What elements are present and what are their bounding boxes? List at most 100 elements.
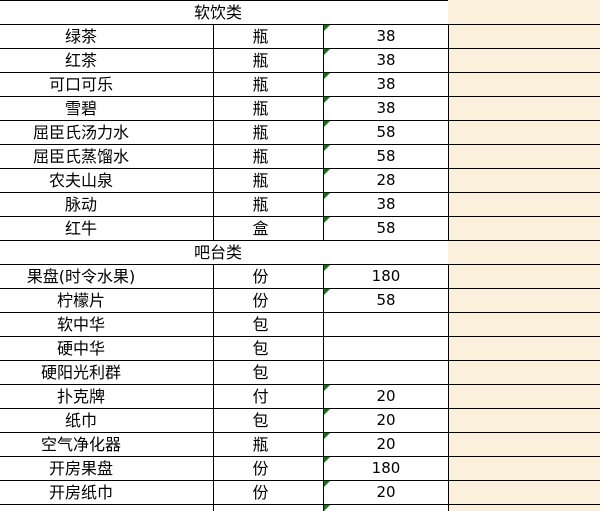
section-header-cell[interactable]: 吧台类 bbox=[0, 241, 448, 265]
highlight-cell[interactable] bbox=[448, 337, 600, 361]
item-unit-cell[interactable]: 瓶 bbox=[213, 97, 323, 121]
item-unit-cell[interactable]: 份 bbox=[213, 481, 323, 505]
highlight-cell[interactable] bbox=[448, 433, 600, 457]
item-price-cell[interactable]: 20 bbox=[323, 409, 448, 433]
table-row: 硬中华包 bbox=[0, 337, 600, 361]
item-price-cell[interactable]: 20 bbox=[323, 481, 448, 505]
item-name-cell[interactable]: 硬中华 bbox=[0, 337, 213, 361]
table-row: 开房果盘份 180 bbox=[0, 457, 600, 481]
section-header-cell[interactable]: 软饮类 bbox=[0, 0, 448, 25]
item-unit-cell[interactable]: 包 bbox=[213, 313, 323, 337]
item-unit-cell[interactable]: 瓶 bbox=[213, 25, 323, 49]
highlight-cell[interactable] bbox=[448, 121, 600, 145]
error-indicator-icon bbox=[324, 217, 330, 223]
item-price-cell[interactable]: 38 bbox=[323, 193, 448, 217]
item-unit-cell[interactable]: 份 bbox=[213, 289, 323, 313]
highlight-cell[interactable] bbox=[448, 481, 600, 505]
item-price-cell[interactable] bbox=[323, 337, 448, 361]
item-price-cell[interactable]: 58 bbox=[323, 289, 448, 313]
item-unit-cell[interactable]: 瓶 bbox=[213, 193, 323, 217]
item-name-cell[interactable]: 屈臣氏蒸馏水 bbox=[0, 145, 213, 169]
item-price-cell[interactable]: 180 bbox=[323, 457, 448, 481]
table-row: 开房纸巾份 20 bbox=[0, 481, 600, 505]
table-row: 扑克牌付 20 bbox=[0, 385, 600, 409]
item-name-cell[interactable]: 空气净化器 bbox=[0, 433, 213, 457]
item-price-cell[interactable] bbox=[323, 505, 448, 511]
item-name-cell[interactable]: 软中华 bbox=[0, 313, 213, 337]
item-name-cell[interactable]: 红茶 bbox=[0, 49, 213, 73]
item-unit-cell[interactable]: 份 bbox=[213, 457, 323, 481]
item-unit-cell[interactable]: 盒 bbox=[213, 217, 323, 241]
item-name-cell[interactable] bbox=[0, 505, 213, 511]
error-indicator-icon bbox=[324, 121, 330, 127]
item-name-cell[interactable]: 脉动 bbox=[0, 193, 213, 217]
item-unit-cell[interactable]: 瓶 bbox=[213, 121, 323, 145]
item-name-cell[interactable]: 绿茶 bbox=[0, 25, 213, 49]
item-price-cell[interactable]: 38 bbox=[323, 25, 448, 49]
item-name-cell[interactable]: 开房纸巾 bbox=[0, 481, 213, 505]
error-indicator-icon bbox=[324, 457, 330, 463]
item-unit-cell[interactable]: 瓶 bbox=[213, 169, 323, 193]
partial-bottom-row bbox=[0, 505, 600, 511]
item-name-cell[interactable]: 可口可乐 bbox=[0, 73, 213, 97]
item-name-cell[interactable]: 柠檬片 bbox=[0, 289, 213, 313]
item-unit-cell[interactable]: 瓶 bbox=[213, 49, 323, 73]
table-row: 可口可乐瓶 38 bbox=[0, 73, 600, 97]
highlight-cell[interactable] bbox=[448, 409, 600, 433]
item-price-cell[interactable]: 180 bbox=[323, 265, 448, 289]
item-price-cell[interactable]: 20 bbox=[323, 385, 448, 409]
item-unit-cell[interactable]: 瓶 bbox=[213, 145, 323, 169]
highlight-cell[interactable] bbox=[448, 289, 600, 313]
error-indicator-icon bbox=[324, 409, 330, 415]
item-unit-cell[interactable]: 份 bbox=[213, 265, 323, 289]
item-name-cell[interactable]: 硬阳光利群 bbox=[0, 361, 213, 385]
item-name-cell[interactable]: 雪碧 bbox=[0, 97, 213, 121]
item-price-cell[interactable]: 58 bbox=[323, 217, 448, 241]
item-unit-cell[interactable]: 瓶 bbox=[213, 73, 323, 97]
highlight-cell[interactable] bbox=[448, 457, 600, 481]
item-price-cell[interactable] bbox=[323, 361, 448, 385]
item-name-cell[interactable]: 红牛 bbox=[0, 217, 213, 241]
item-unit-cell[interactable]: 瓶 bbox=[213, 433, 323, 457]
item-unit-cell[interactable]: 包 bbox=[213, 409, 323, 433]
table-row: 屈臣氏蒸馏水瓶 58 bbox=[0, 145, 600, 169]
table-row: 绿茶瓶 38 bbox=[0, 25, 600, 49]
item-unit-cell[interactable]: 包 bbox=[213, 337, 323, 361]
highlight-cell[interactable] bbox=[448, 49, 600, 73]
item-price-cell[interactable]: 38 bbox=[323, 97, 448, 121]
highlight-cell[interactable] bbox=[448, 313, 600, 337]
highlight-cell[interactable] bbox=[448, 97, 600, 121]
highlight-cell[interactable] bbox=[448, 217, 600, 241]
item-price-cell[interactable]: 38 bbox=[323, 73, 448, 97]
highlight-cell[interactable] bbox=[448, 361, 600, 385]
highlight-cell[interactable] bbox=[448, 25, 600, 49]
item-price-cell[interactable]: 58 bbox=[323, 145, 448, 169]
item-unit-cell[interactable] bbox=[213, 505, 323, 511]
item-price-cell[interactable]: 38 bbox=[323, 49, 448, 73]
item-price-cell[interactable]: 20 bbox=[323, 433, 448, 457]
highlight-cell[interactable] bbox=[448, 0, 600, 25]
highlight-cell[interactable] bbox=[448, 73, 600, 97]
highlight-cell[interactable] bbox=[448, 385, 600, 409]
item-name-cell[interactable]: 扑克牌 bbox=[0, 385, 213, 409]
item-name-cell[interactable]: 果盘(时令水果) bbox=[0, 265, 213, 289]
item-name-cell[interactable]: 开房果盘 bbox=[0, 457, 213, 481]
highlight-cell[interactable] bbox=[448, 193, 600, 217]
highlight-cell[interactable] bbox=[448, 505, 600, 511]
item-price-cell[interactable]: 58 bbox=[323, 121, 448, 145]
item-name-cell[interactable]: 纸巾 bbox=[0, 409, 213, 433]
item-name-cell[interactable]: 农夫山泉 bbox=[0, 169, 213, 193]
table-row: 果盘(时令水果) 份 180 bbox=[0, 265, 600, 289]
error-indicator-icon bbox=[324, 289, 330, 295]
item-unit-cell[interactable]: 付 bbox=[213, 385, 323, 409]
item-price-cell[interactable]: 28 bbox=[323, 169, 448, 193]
highlight-cell[interactable] bbox=[448, 145, 600, 169]
item-name-cell[interactable]: 屈臣氏汤力水 bbox=[0, 121, 213, 145]
highlight-cell[interactable] bbox=[448, 169, 600, 193]
highlight-cell[interactable] bbox=[448, 265, 600, 289]
item-unit-cell[interactable]: 包 bbox=[213, 361, 323, 385]
item-price-cell[interactable] bbox=[323, 313, 448, 337]
highlight-cell[interactable] bbox=[448, 241, 600, 265]
error-indicator-icon bbox=[324, 49, 330, 55]
